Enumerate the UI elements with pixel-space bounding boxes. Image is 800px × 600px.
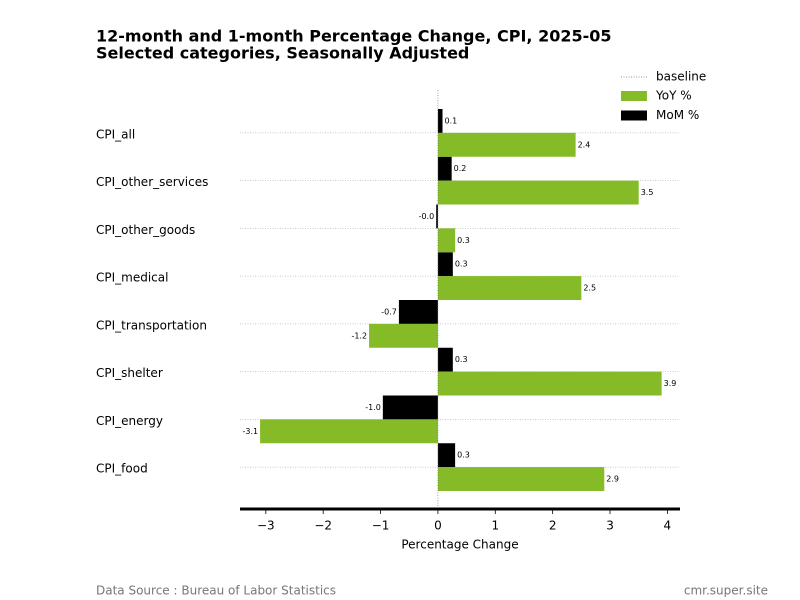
category-label: CPI_transportation [96, 318, 207, 332]
bar [437, 180, 639, 205]
category-label: CPI_all [96, 127, 135, 141]
bar [369, 323, 438, 348]
bar [437, 252, 453, 277]
bar [437, 156, 452, 181]
bar [260, 419, 438, 444]
bar [437, 371, 662, 396]
value-label: 0.1 [445, 116, 458, 125]
bar [437, 467, 605, 491]
chart-title: 12-month and 1-month Percentage Change, … [96, 27, 612, 46]
category-label: CPI_shelter [96, 366, 163, 380]
legend-label: baseline [656, 70, 706, 84]
x-tick-label: −2 [314, 519, 332, 533]
x-tick-label: 3 [606, 519, 614, 533]
value-label: 2.4 [578, 140, 591, 149]
value-label: 3.5 [641, 188, 654, 197]
bar [437, 109, 443, 133]
value-label: -0.0 [419, 212, 435, 221]
x-tick-label: 0 [434, 519, 442, 533]
bar [437, 276, 582, 300]
value-label: 0.3 [455, 260, 468, 269]
legend-label: MoM % [656, 108, 699, 122]
bar [437, 347, 453, 372]
legend-swatch [621, 110, 647, 121]
value-label: -1.0 [365, 403, 381, 412]
x-axis-label: Percentage Change [401, 538, 518, 552]
x-tick-label: −3 [257, 519, 275, 533]
bar [382, 395, 438, 420]
legend-label: YoY % [655, 89, 692, 103]
bar [437, 443, 456, 468]
x-tick-label: 1 [491, 519, 499, 533]
value-label: -0.7 [381, 307, 397, 316]
site-note: cmr.super.site [684, 584, 768, 598]
category-label: CPI_other_services [96, 175, 208, 189]
value-label: 0.3 [457, 236, 470, 245]
x-tick-label: 4 [664, 519, 672, 533]
value-label: 0.3 [457, 451, 470, 460]
bar [437, 228, 456, 253]
value-label: 2.5 [583, 284, 596, 293]
chart-subtitle: Selected categories, Seasonally Adjusted [96, 44, 469, 63]
value-label: -1.2 [351, 331, 367, 340]
category-label: CPI_food [96, 462, 148, 476]
bar [398, 300, 438, 324]
x-tick-label: 2 [549, 519, 557, 533]
legend-swatch [621, 91, 647, 101]
value-label: 3.9 [664, 379, 677, 388]
category-label: CPI_energy [96, 414, 163, 428]
value-label: 0.2 [454, 164, 467, 173]
bar [436, 204, 438, 229]
value-label: 2.9 [606, 475, 619, 484]
value-label: 0.3 [455, 355, 468, 364]
category-label: CPI_medical [96, 271, 168, 285]
bar [437, 132, 576, 157]
source-note: Data Source : Bureau of Labor Statistics [96, 584, 336, 598]
value-label: -3.1 [242, 427, 258, 436]
category-label: CPI_other_goods [96, 223, 195, 237]
x-tick-label: −1 [372, 519, 390, 533]
